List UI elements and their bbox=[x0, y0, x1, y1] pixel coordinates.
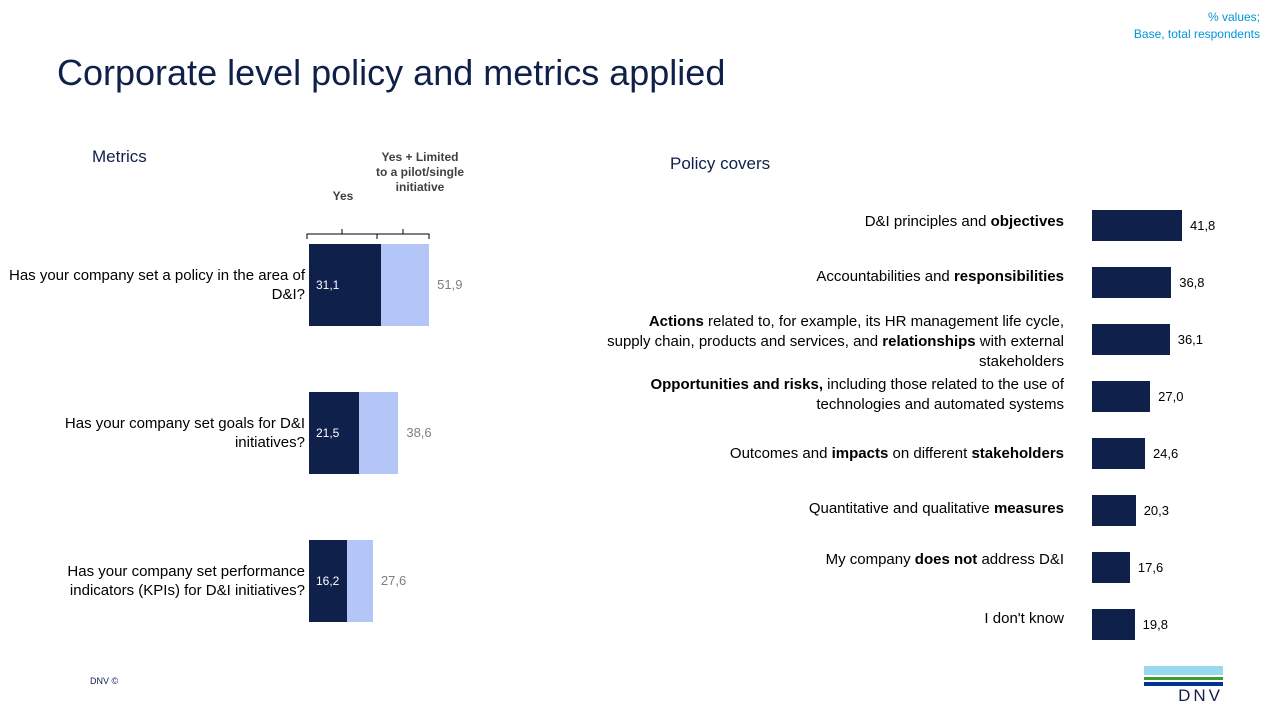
label-text: Accountabilities and bbox=[816, 268, 954, 285]
policy-value-label: 41,8 bbox=[1189, 218, 1216, 233]
label-bold: objectives bbox=[990, 213, 1064, 230]
question-label: Has your company set goals for D&I initi… bbox=[64, 415, 305, 451]
label-text: Outcomes and bbox=[729, 445, 832, 462]
note-line: Base, total respondents bbox=[1133, 27, 1260, 41]
value-label-yes: 16,2 bbox=[316, 574, 340, 588]
policy-value-label: 17,6 bbox=[1137, 560, 1164, 575]
label-bold: Actions bbox=[648, 313, 704, 330]
legend-yes: Yes bbox=[332, 189, 354, 203]
footer: DNV © bbox=[90, 676, 119, 686]
page-title: Corporate level policy and metrics appli… bbox=[57, 52, 726, 93]
policy-bar bbox=[1092, 495, 1136, 526]
policy-bar bbox=[1092, 609, 1135, 640]
value-label-yes: 21,5 bbox=[316, 426, 340, 440]
policy-label: My company does not address D&I bbox=[604, 550, 1064, 570]
policy-bar bbox=[1092, 210, 1182, 241]
legend-brackets bbox=[306, 229, 430, 239]
policy-value-label: 27,0 bbox=[1158, 389, 1184, 404]
policy-bar bbox=[1092, 267, 1172, 298]
policy-label: Actions related to, for example, its HR … bbox=[604, 312, 1064, 372]
label-text: My company bbox=[825, 551, 915, 568]
policy-label: I don't know bbox=[604, 609, 1064, 629]
label-text: related to, for example, its HR manageme… bbox=[607, 313, 1064, 350]
label-text: on different bbox=[888, 445, 972, 462]
question-label: Has your company set performance indicat… bbox=[67, 563, 305, 599]
policy-value-label: 36,8 bbox=[1179, 275, 1205, 290]
label-text: including those related to the use of te… bbox=[816, 376, 1064, 413]
base-note: % values; Base, total respondents bbox=[1134, 9, 1260, 43]
policy-label: Outcomes and impacts on different stakeh… bbox=[604, 444, 1064, 464]
policy-label: Opportunities and risks, including those… bbox=[604, 375, 1064, 415]
label-text: Quantitative and qualitative bbox=[808, 500, 994, 517]
bar-yes bbox=[309, 392, 359, 474]
label-text: D&I principles and bbox=[864, 213, 991, 230]
value-label-yes: 31,1 bbox=[316, 278, 340, 292]
label-text: address D&I bbox=[977, 551, 1064, 568]
policy-bar bbox=[1092, 324, 1170, 355]
label-text: with external stakeholders bbox=[975, 333, 1064, 370]
label-bold: Opportunities and risks, bbox=[650, 376, 823, 393]
label-bold: stakeholders bbox=[971, 445, 1064, 462]
metrics-title: Metrics bbox=[92, 147, 147, 166]
policy-bar bbox=[1092, 381, 1151, 412]
policy-value-label: 24,6 bbox=[1152, 446, 1179, 461]
value-label-yes-limited: 51,9 bbox=[437, 277, 463, 292]
policy-label: Quantitative and qualitative measures bbox=[604, 499, 1064, 519]
bar-yes bbox=[309, 244, 381, 326]
value-label-yes-limited: 27,6 bbox=[380, 573, 407, 588]
label-bold: measures bbox=[993, 500, 1064, 517]
policy-value-label: 19,8 bbox=[1142, 617, 1168, 632]
label-text: I don't know bbox=[984, 610, 1064, 627]
value-label-yes-limited: 38,6 bbox=[406, 425, 432, 440]
policy-value-label: 20,3 bbox=[1143, 503, 1170, 518]
legend-yes-limited: Yes + Limited to a pilot/single initiati… bbox=[375, 150, 464, 194]
policy-label: Accountabilities and responsibilities bbox=[604, 267, 1064, 287]
bar-yes bbox=[309, 540, 347, 622]
policy-title: Policy covers bbox=[670, 154, 771, 173]
policy-label: D&I principles and objectives bbox=[604, 212, 1064, 232]
question-label: Has your company set a policy in the are… bbox=[9, 267, 305, 303]
policy-value-label: 36,1 bbox=[1177, 332, 1204, 347]
policy-bar bbox=[1092, 438, 1145, 469]
dnv-logo: DNV bbox=[1144, 666, 1223, 706]
label-bold: relationships bbox=[882, 333, 976, 350]
label-bold: impacts bbox=[831, 445, 889, 462]
label-bold: responsibilities bbox=[953, 268, 1064, 285]
note-line: % values; bbox=[1207, 10, 1260, 24]
policy-bar bbox=[1092, 552, 1130, 583]
label-bold: does not bbox=[914, 551, 978, 568]
